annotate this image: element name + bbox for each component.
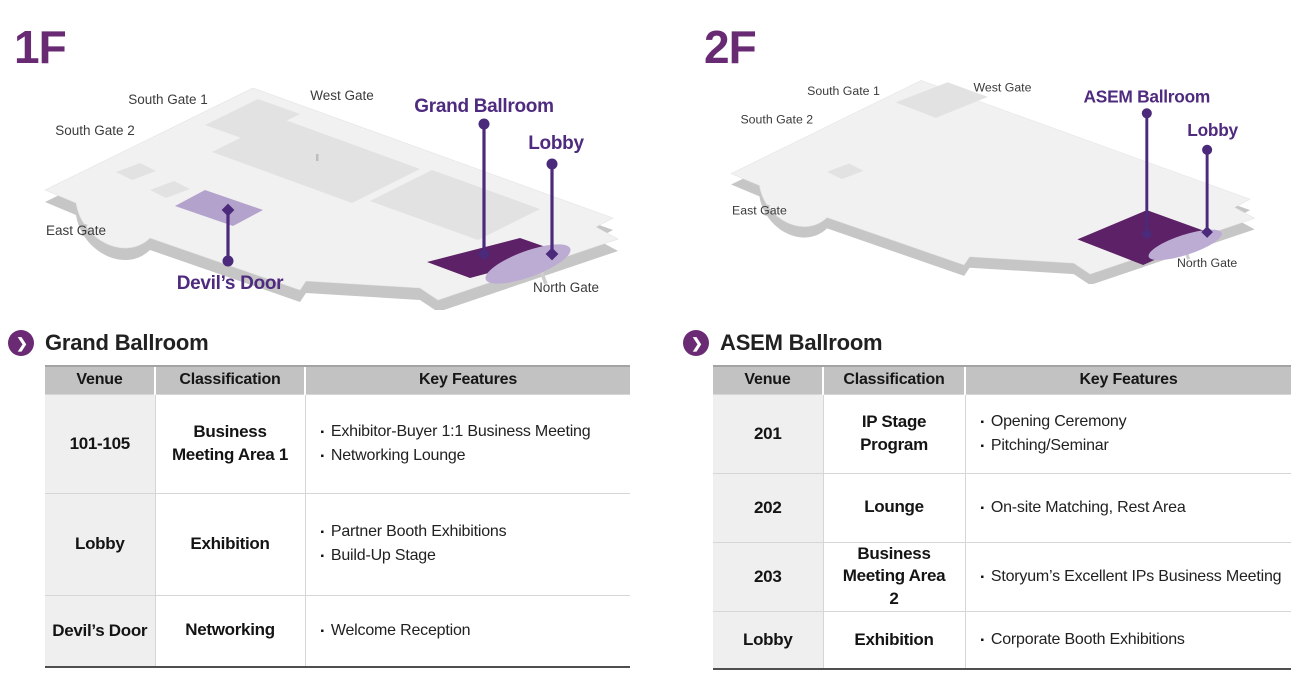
- east-gate-notch: [764, 204, 770, 216]
- floor-plan-2f-illustration: South Gate 1 South Gate 2 West Gate East…: [730, 80, 1256, 284]
- key-features-cell: Partner Booth Exhibitions Build-Up Stage: [304, 492, 630, 595]
- east-gate-notch: [81, 223, 88, 237]
- column-header-classification: Classification: [822, 365, 965, 394]
- label-south-gate-1: South Gate 1: [807, 84, 880, 98]
- table-header-row: Venue Classification Key Features: [45, 365, 630, 394]
- lobby-pin: [1201, 144, 1213, 238]
- section-header: Grand Ballroom: [8, 330, 648, 356]
- key-features-cell: Storyum’s Excellent IPs Business Meeting: [964, 541, 1291, 612]
- section-title: ASEM Ballroom: [720, 330, 883, 355]
- feature-item: Corporate Booth Exhibitions: [981, 628, 1284, 652]
- classification-cell: IP Stage Program: [822, 393, 965, 473]
- lobby-area: [1148, 229, 1222, 261]
- north-gate-notch: [540, 271, 548, 285]
- label-grand-ballroom: Grand Ballroom: [414, 96, 553, 117]
- venue-cell: Devil’s Door: [45, 594, 155, 667]
- column-header-venue: Venue: [45, 365, 155, 394]
- table-row: 201 IP Stage Program Opening Ceremony Pi…: [713, 393, 1291, 473]
- label-asem-ballroom: ASEM Ballroom: [1084, 86, 1211, 106]
- table-header-row: Venue Classification Key Features: [713, 365, 1291, 394]
- table-row: 203 Business Meeting Area 2 Storyum’s Ex…: [713, 541, 1291, 612]
- key-features-cell: Exhibitor-Buyer 1:1 Business Meeting Net…: [304, 393, 630, 493]
- key-features-cell: Corporate Booth Exhibitions: [964, 611, 1291, 669]
- section-header: ASEM Ballroom: [683, 330, 1293, 356]
- classification-cell: Exhibition: [154, 492, 305, 595]
- table-row: 101-105 Business Meeting Area 1 Exhibito…: [45, 393, 630, 493]
- chevron-right-circle-icon: [683, 330, 709, 356]
- floor-title-1f: 1F: [14, 21, 67, 73]
- section-title: Grand Ballroom: [45, 330, 209, 355]
- asem-ballroom-table: Venue Classification Key Features 201 IP…: [713, 365, 1291, 670]
- grand-ballroom-area: [427, 238, 563, 278]
- label-lobby: Lobby: [528, 133, 584, 154]
- classification-cell: Business Meeting Area 1: [154, 393, 305, 493]
- table-row: 202 Lounge On-site Matching, Rest Area: [713, 472, 1291, 542]
- label-north-gate: North Gate: [1177, 256, 1237, 270]
- venue-cell: 101-105: [45, 393, 155, 493]
- floor-blocks: [827, 82, 988, 180]
- label-west-gate: West Gate: [310, 88, 374, 103]
- key-features-cell: Welcome Reception: [304, 594, 630, 667]
- feature-item: Pitching/Seminar: [981, 434, 1284, 458]
- floor-plan-1f-illustration: South Gate 1 South Gate 2 West Gate East…: [44, 87, 619, 310]
- feature-item: Storyum’s Excellent IPs Business Meeting: [981, 565, 1284, 589]
- label-south-gate-1: South Gate 1: [128, 92, 208, 107]
- floor-title-2f: 2F: [704, 21, 757, 73]
- venue-cell: 203: [713, 541, 823, 612]
- grand-ballroom-section: Grand Ballroom Venue Classification Key …: [8, 330, 648, 668]
- label-lobby: Lobby: [1187, 120, 1238, 140]
- feature-item: Build-Up Stage: [321, 544, 623, 568]
- map-tick-mark: [316, 154, 319, 161]
- label-north-gate: North Gate: [533, 280, 599, 295]
- venue-cell: 201: [713, 393, 823, 473]
- column-header-key-features: Key Features: [964, 365, 1291, 394]
- table-row: Lobby Exhibition Partner Booth Exhibitio…: [45, 492, 630, 595]
- feature-item: Welcome Reception: [321, 619, 623, 643]
- label-south-gate-2: South Gate 2: [740, 112, 813, 126]
- devils-door-pin: [221, 203, 235, 267]
- column-header-key-features: Key Features: [304, 365, 630, 394]
- venue-cell: Lobby: [45, 492, 155, 595]
- feature-item: Networking Lounge: [321, 444, 623, 468]
- label-south-gate-2: South Gate 2: [55, 123, 135, 138]
- chevron-right-circle-icon: [8, 330, 34, 356]
- venue-cell: Lobby: [713, 611, 823, 669]
- grand-ballroom-pin: [477, 118, 491, 261]
- column-header-classification: Classification: [154, 365, 305, 394]
- classification-cell: Lounge: [822, 472, 965, 542]
- key-features-cell: Opening Ceremony Pitching/Seminar: [964, 393, 1291, 473]
- label-devils-door: Devil’s Door: [177, 273, 284, 294]
- table-row: Lobby Exhibition Corporate Booth Exhibit…: [713, 611, 1291, 669]
- asem-ballroom-pin: [1141, 108, 1153, 240]
- label-west-gate: West Gate: [973, 80, 1031, 94]
- label-east-gate: East Gate: [732, 204, 787, 218]
- feature-item: Opening Ceremony: [981, 410, 1284, 434]
- venue-cell: 202: [713, 472, 823, 542]
- classification-cell: Business Meeting Area 2: [822, 541, 965, 612]
- devils-door-area: [175, 190, 263, 226]
- table-row: Devil’s Door Networking Welcome Receptio…: [45, 594, 630, 667]
- feature-item: Exhibitor-Buyer 1:1 Business Meeting: [321, 420, 623, 444]
- key-features-cell: On-site Matching, Rest Area: [964, 472, 1291, 542]
- feature-item: On-site Matching, Rest Area: [981, 496, 1284, 520]
- label-east-gate: East Gate: [46, 223, 106, 238]
- floor-map-2f: 2F South Gate 1 Sout: [690, 0, 1293, 322]
- asem-ballroom-section: ASEM Ballroom Venue Classification Key F…: [683, 330, 1293, 670]
- classification-cell: Networking: [154, 594, 305, 667]
- floor-map-1f: 1F: [0, 0, 660, 322]
- grand-ballroom-table: Venue Classification Key Features 101-10…: [45, 365, 630, 668]
- classification-cell: Exhibition: [822, 611, 965, 669]
- column-header-venue: Venue: [713, 365, 823, 394]
- feature-item: Partner Booth Exhibitions: [321, 520, 623, 544]
